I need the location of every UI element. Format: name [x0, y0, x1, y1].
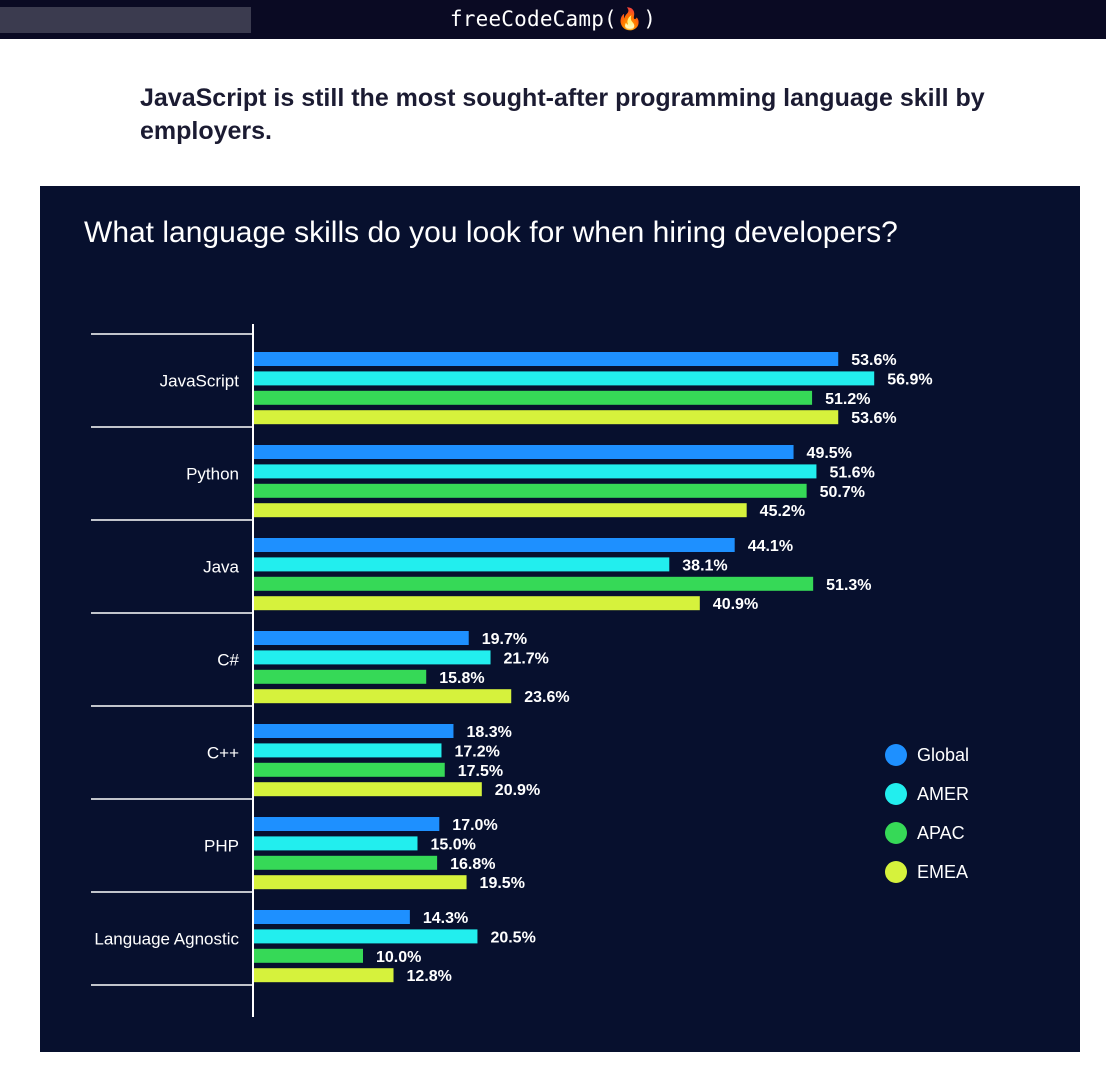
legend-label: APAC	[917, 823, 965, 843]
data-label: 45.2%	[760, 503, 805, 520]
bar-emea	[254, 503, 747, 518]
site-logo[interactable]: freeCodeCamp(🔥)	[449, 7, 657, 31]
data-label: 14.3%	[423, 910, 468, 927]
data-label: 21.7%	[504, 650, 549, 667]
data-label: 51.3%	[826, 577, 871, 594]
category-label: C#	[217, 651, 239, 670]
bar-chart: What language skills do you look for whe…	[84, 216, 969, 1017]
data-label: 44.1%	[748, 538, 793, 555]
bar-amer	[254, 557, 670, 572]
legend-label: EMEA	[917, 862, 968, 882]
data-label: 56.9%	[887, 371, 932, 388]
data-label: 17.0%	[452, 817, 497, 834]
bar-amer	[254, 371, 875, 386]
data-label: 51.2%	[825, 391, 870, 408]
data-label: 20.9%	[495, 782, 540, 799]
data-label: 10.0%	[376, 949, 421, 966]
legend-label: AMER	[917, 784, 969, 804]
bar-global	[254, 631, 469, 645]
bar-emea	[254, 410, 839, 425]
category-label: C++	[207, 744, 239, 763]
bar-apac	[254, 762, 445, 777]
data-label: 15.0%	[431, 836, 476, 853]
legend-label: Global	[917, 745, 969, 765]
data-label: 17.5%	[458, 763, 503, 780]
bar-amer	[254, 650, 491, 665]
bar-apac	[254, 390, 813, 405]
bar-amer	[254, 836, 418, 851]
data-label: 51.6%	[829, 464, 874, 481]
data-label: 23.6%	[524, 689, 569, 706]
bar-emea	[254, 875, 467, 890]
bar-global	[254, 352, 839, 366]
bar-global	[254, 445, 794, 459]
bar-apac	[254, 948, 363, 963]
bar-global	[254, 910, 410, 924]
data-label: 50.7%	[820, 484, 865, 501]
bar-global	[254, 538, 735, 552]
data-label: 17.2%	[454, 743, 499, 760]
legend-swatch-amer	[885, 783, 907, 805]
legend-swatch-emea	[885, 861, 907, 883]
data-label: 15.8%	[439, 670, 484, 687]
category-label: Python	[186, 465, 239, 484]
chart-panel: What language skills do you look for whe…	[40, 186, 1080, 1052]
search-input[interactable]	[0, 7, 251, 33]
bar-emea	[254, 968, 394, 983]
data-label: 20.5%	[490, 929, 535, 946]
legend-swatch-apac	[885, 822, 907, 844]
bar-apac	[254, 483, 807, 498]
data-label: 18.3%	[466, 724, 511, 741]
bar-emea	[254, 596, 700, 611]
chart-title: What language skills do you look for whe…	[84, 216, 898, 249]
bar-amer	[254, 464, 817, 479]
bar-apac	[254, 855, 438, 870]
data-label: 19.7%	[482, 631, 527, 648]
legend-swatch-global	[885, 744, 907, 766]
top-nav-bar: freeCodeCamp(🔥)	[0, 0, 1106, 39]
bar-amer	[254, 743, 442, 758]
data-label: 12.8%	[407, 968, 452, 985]
bar-apac	[254, 576, 814, 591]
data-label: 19.5%	[480, 875, 525, 892]
data-label: 53.6%	[851, 410, 896, 427]
bar-amer	[254, 929, 478, 944]
bar-global	[254, 724, 454, 738]
bar-apac	[254, 669, 427, 684]
data-label: 53.6%	[851, 352, 896, 369]
data-label: 16.8%	[450, 856, 495, 873]
article-headline: JavaScript is still the most sought-afte…	[140, 84, 985, 145]
category-label: PHP	[204, 837, 239, 856]
bar-emea	[254, 689, 512, 704]
category-label: Language Agnostic	[94, 930, 239, 949]
category-label: JavaScript	[160, 372, 240, 391]
bar-emea	[254, 782, 482, 797]
category-label: Java	[203, 558, 239, 577]
data-label: 38.1%	[682, 557, 727, 574]
data-label: 40.9%	[713, 596, 758, 613]
bar-global	[254, 817, 440, 831]
data-label: 49.5%	[807, 445, 852, 462]
